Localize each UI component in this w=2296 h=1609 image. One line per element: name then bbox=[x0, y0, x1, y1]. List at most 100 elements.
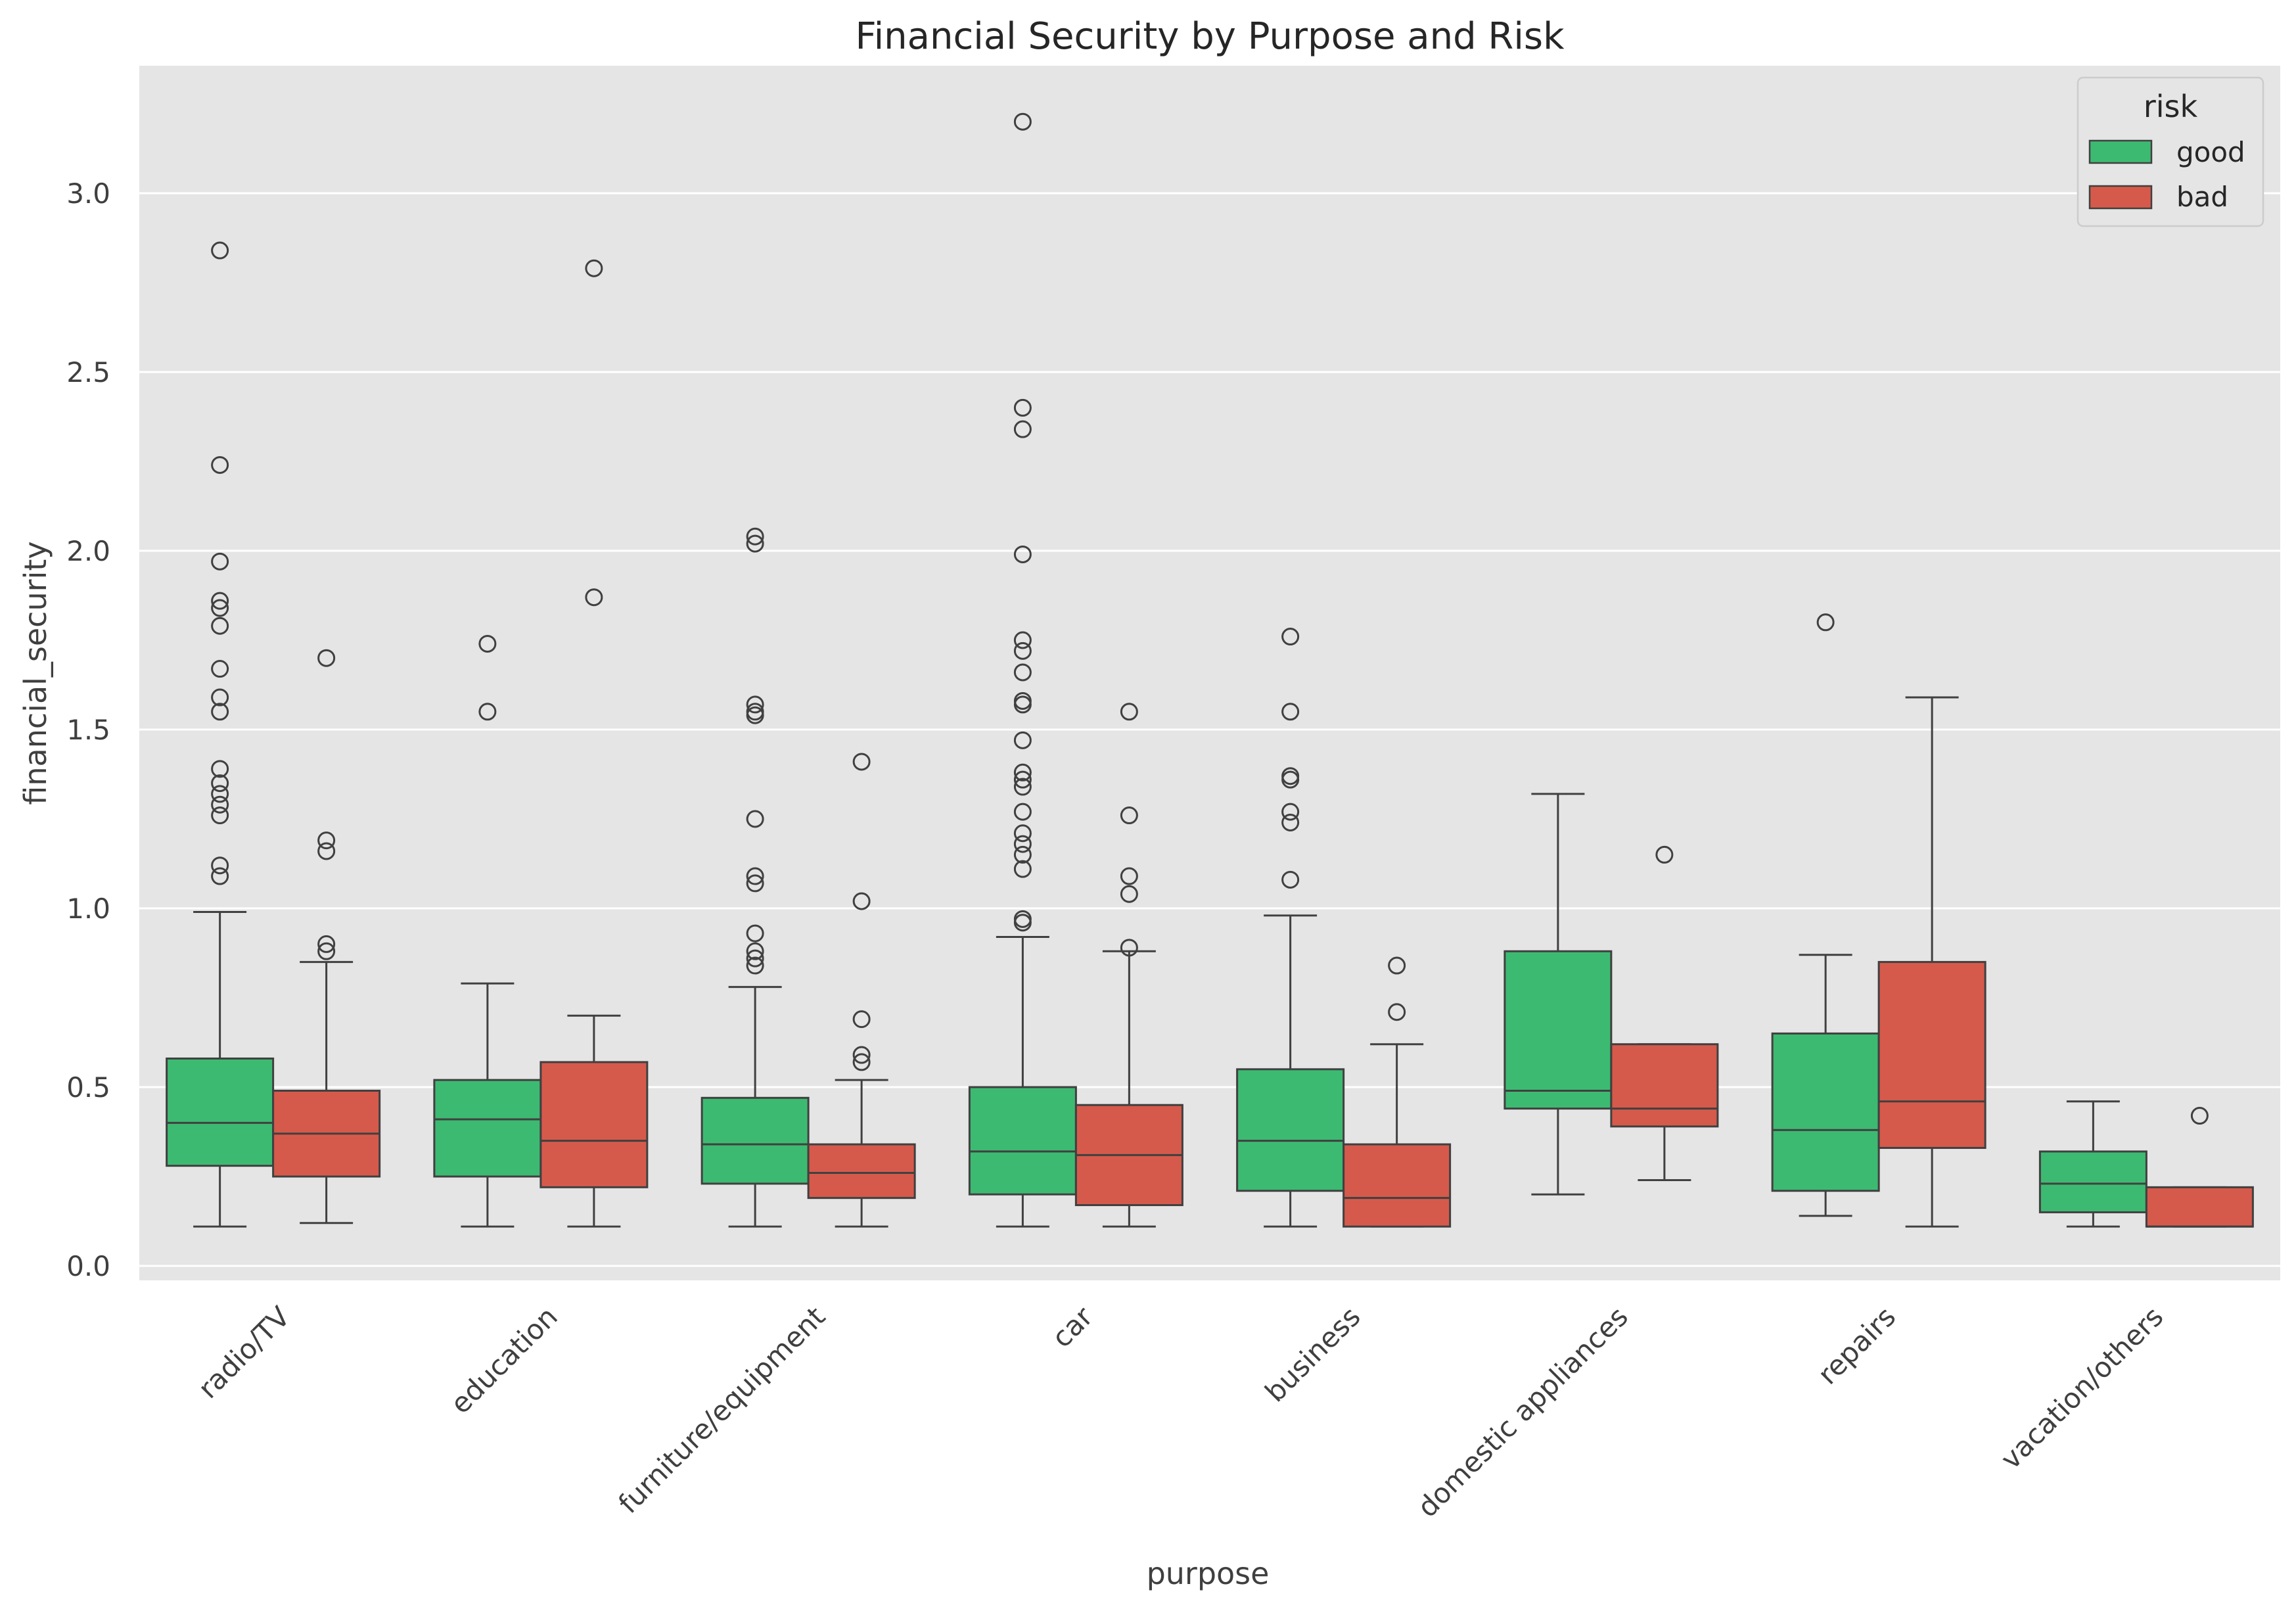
legend-title: risk bbox=[2144, 89, 2198, 124]
outlier-point bbox=[1013, 778, 1032, 796]
outlier-point bbox=[746, 956, 764, 975]
iqr-box bbox=[1236, 1068, 1345, 1192]
x-tick-label: domestic appliances bbox=[1411, 1300, 1634, 1524]
outlier-point bbox=[1013, 845, 1032, 864]
outlier-point bbox=[746, 942, 764, 960]
outlier-point bbox=[1013, 641, 1032, 660]
outlier-point bbox=[746, 527, 764, 546]
legend-swatch-good bbox=[2088, 139, 2153, 164]
iqr-box bbox=[166, 1057, 275, 1167]
outlier-point bbox=[746, 924, 764, 943]
iqr-box bbox=[1343, 1143, 1452, 1228]
outlier-point bbox=[1013, 731, 1032, 749]
y-tick-label: 1.5 bbox=[66, 714, 110, 746]
x-tick-labels: radio/TV education furniture/equipment car b… bbox=[192, 1300, 2170, 1524]
x-tick-label: vacation/others bbox=[1994, 1300, 2169, 1475]
x-tick-label: furniture/equipment bbox=[612, 1300, 831, 1520]
box-good-4 bbox=[1236, 628, 1345, 1228]
iqr-box bbox=[1610, 1043, 1719, 1128]
outlier-point bbox=[211, 785, 229, 803]
box-bad-2 bbox=[807, 753, 916, 1228]
legend: risk good bad bbox=[2077, 76, 2264, 227]
outlier-point bbox=[1013, 824, 1032, 843]
iqr-box bbox=[1771, 1032, 1880, 1192]
y-tick-label: 1.0 bbox=[66, 893, 110, 925]
outlier-point bbox=[1013, 910, 1032, 928]
outlier-point bbox=[211, 703, 229, 721]
box-bad-5 bbox=[1610, 845, 1719, 1181]
x-tick-label: business bbox=[1259, 1300, 1367, 1408]
outlier-point bbox=[585, 259, 603, 277]
iqr-box bbox=[1504, 950, 1613, 1110]
box-marks bbox=[166, 112, 2254, 1228]
outlier-point bbox=[1120, 885, 1138, 903]
outlier-point bbox=[1013, 631, 1032, 649]
iqr-box bbox=[2145, 1186, 2254, 1228]
outlier-point bbox=[211, 455, 229, 474]
outlier-point bbox=[211, 599, 229, 617]
legend-label-bad: bad bbox=[2176, 181, 2228, 213]
iqr-box bbox=[700, 1096, 810, 1185]
outlier-point bbox=[1388, 1003, 1406, 1021]
chart-title: Financial Security by Purpose and Risk bbox=[855, 15, 1565, 58]
outlier-point bbox=[478, 634, 497, 653]
iqr-box bbox=[540, 1061, 649, 1188]
outlier-point bbox=[211, 552, 229, 571]
outlier-point bbox=[317, 935, 336, 953]
outlier-point bbox=[1013, 763, 1032, 781]
outlier-point bbox=[1120, 867, 1138, 885]
outlier-point bbox=[1013, 545, 1032, 563]
outlier-point bbox=[852, 1053, 871, 1071]
outlier-point bbox=[1281, 628, 1300, 646]
outlier-point bbox=[211, 856, 229, 875]
outlier-point bbox=[211, 806, 229, 825]
x-tick-label: radio/TV bbox=[192, 1300, 296, 1405]
outlier-point bbox=[317, 842, 336, 860]
outlier-point bbox=[1120, 703, 1138, 721]
box-good-6 bbox=[1771, 613, 1880, 1217]
outlier-point bbox=[1281, 803, 1300, 821]
box-bad-4 bbox=[1343, 956, 1452, 1228]
outlier-point bbox=[1281, 870, 1300, 889]
x-tick-label: repairs bbox=[1812, 1300, 1902, 1390]
iqr-box bbox=[807, 1143, 916, 1200]
outlier-point bbox=[746, 949, 764, 968]
outlier-point bbox=[1281, 767, 1300, 785]
outlier-point bbox=[585, 588, 603, 607]
x-tick-label: car bbox=[1045, 1300, 1099, 1354]
iqr-box bbox=[1877, 961, 1986, 1149]
legend-label-good: good bbox=[2176, 136, 2245, 168]
outlier-point bbox=[211, 688, 229, 707]
outlier-point bbox=[746, 867, 764, 885]
y-axis-label: financial_security bbox=[18, 541, 53, 804]
outlier-point bbox=[317, 942, 336, 960]
outlier-point bbox=[211, 592, 229, 610]
outlier-point bbox=[1013, 835, 1032, 853]
outlier-point bbox=[746, 703, 764, 721]
y-tick-labels: 0.0 0.5 1.0 1.5 2.0 2.5 3.0 bbox=[66, 177, 110, 1282]
outlier-point bbox=[211, 617, 229, 635]
outlier-point bbox=[1013, 770, 1032, 789]
iqr-box bbox=[2038, 1150, 2147, 1213]
box-good-3 bbox=[968, 112, 1077, 1228]
y-tick-label: 2.0 bbox=[66, 535, 110, 567]
iqr-box bbox=[968, 1086, 1077, 1196]
outlier-point bbox=[211, 760, 229, 778]
outlier-point bbox=[1120, 806, 1138, 825]
box-bad-1 bbox=[540, 259, 649, 1228]
outlier-point bbox=[852, 1046, 871, 1064]
outlier-point bbox=[211, 795, 229, 814]
outlier-point bbox=[2190, 1107, 2209, 1125]
outlier-point bbox=[1013, 420, 1032, 438]
iqr-box bbox=[433, 1079, 542, 1178]
outlier-point bbox=[746, 534, 764, 553]
outlier-point bbox=[211, 867, 229, 885]
box-bad-0 bbox=[272, 649, 381, 1224]
outlier-point bbox=[746, 874, 764, 893]
outlier-point bbox=[1281, 703, 1300, 721]
outlier-point bbox=[1655, 845, 1674, 864]
box-good-1 bbox=[433, 634, 542, 1228]
outlier-point bbox=[852, 892, 871, 910]
box-good-7 bbox=[2038, 1100, 2147, 1228]
